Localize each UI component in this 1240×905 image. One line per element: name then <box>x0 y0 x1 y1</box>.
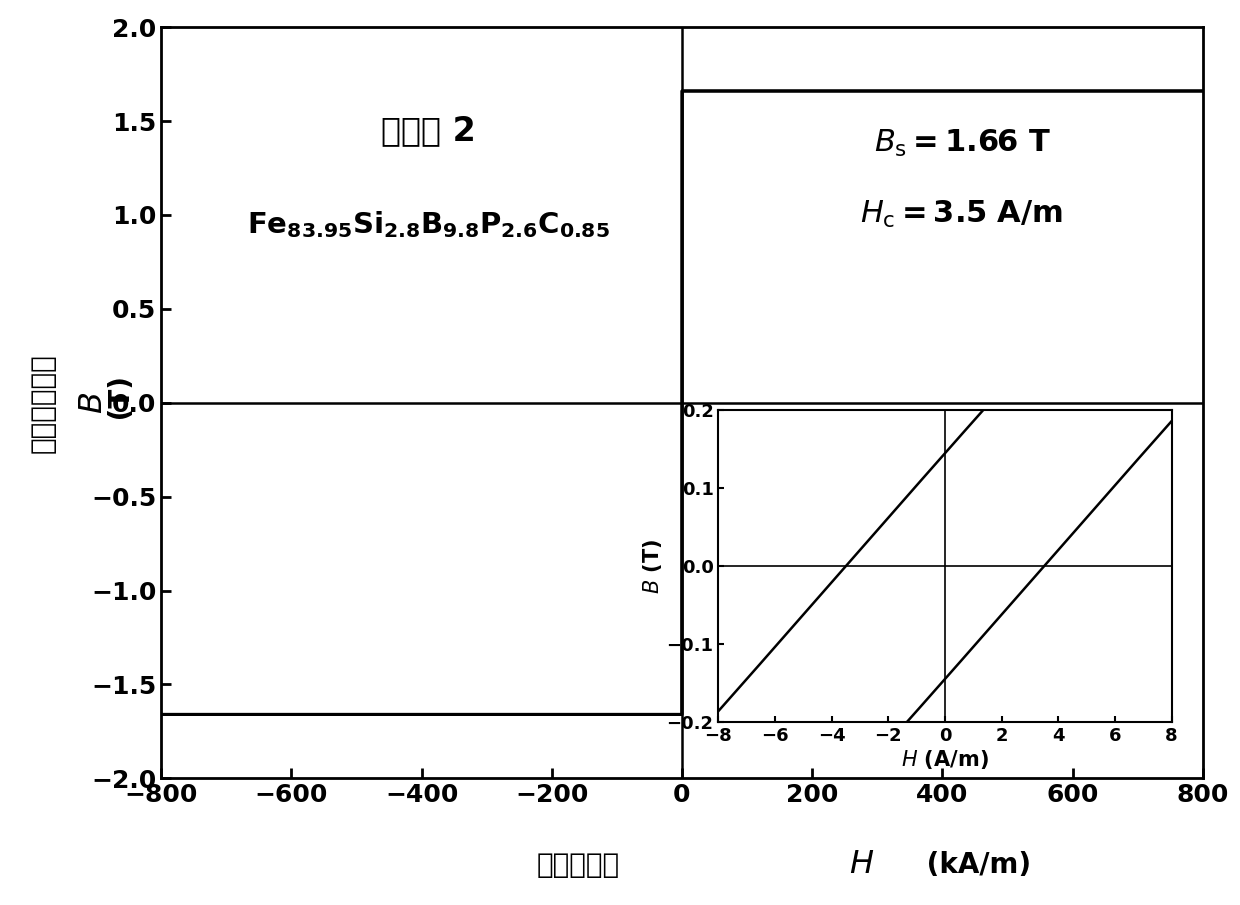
Text: (T): (T) <box>108 376 135 430</box>
Text: $\mathit{H}_\mathrm{c}$$\mathbf{ = 3.5\ A/m}$: $\mathit{H}_\mathrm{c}$$\mathbf{ = 3.5\ … <box>861 199 1064 231</box>
Text: 实施例 2: 实施例 2 <box>381 114 475 147</box>
Text: (kA/m): (kA/m) <box>916 851 1030 879</box>
Text: $\mathit{B}$: $\mathit{B}$ <box>78 392 109 414</box>
Text: $\mathbf{Fe_{83.95}Si_{2.8}B_{9.8}P_{2.6}C_{0.85}}$: $\mathbf{Fe_{83.95}Si_{2.8}B_{9.8}P_{2.6… <box>247 209 610 240</box>
Text: 磁场强度，: 磁场强度， <box>536 851 620 879</box>
Text: $\mathit{H}$: $\mathit{H}$ <box>848 849 874 881</box>
Text: 磁感应强度，: 磁感应强度， <box>29 353 57 452</box>
Text: $\mathit{B}_\mathrm{s}$$\mathbf{ = 1.66\ T}$: $\mathit{B}_\mathrm{s}$$\mathbf{ = 1.66\… <box>873 128 1050 159</box>
